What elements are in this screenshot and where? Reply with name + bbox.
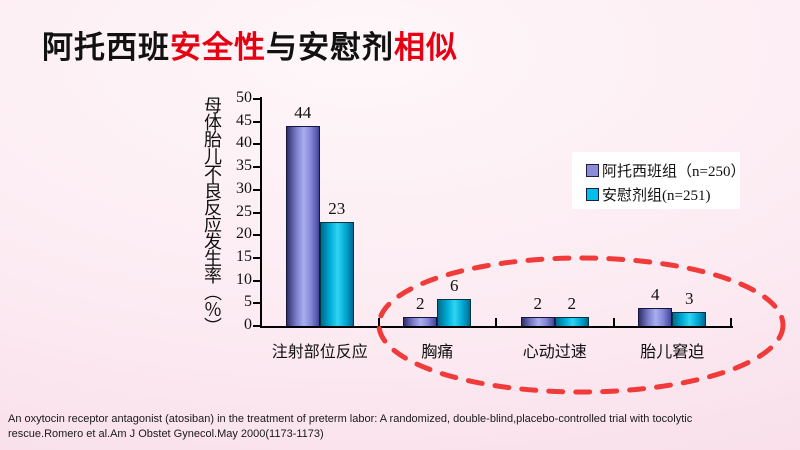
bar-安慰剂组(n=251)-胎儿窘迫 [672, 312, 707, 326]
bar-安慰剂组(n=251)-胸痛 [437, 298, 472, 326]
y-axis-tick [253, 143, 260, 146]
bar-安慰剂组(n=251)-心动过速 [554, 316, 589, 326]
y-tick-label: 50 [236, 89, 252, 106]
bar-安慰剂组(n=251)-注射部位反应 [319, 221, 354, 326]
value-label: 23 [328, 198, 346, 218]
y-tick-label: 25 [236, 202, 252, 220]
y-axis-tick [253, 120, 260, 123]
y-axis-tick [253, 188, 260, 191]
y-axis-line [260, 97, 262, 328]
legend-label-series0: 阿托西班组（n=250） [602, 163, 740, 180]
legend-item: 安慰剂组(n=251) [586, 182, 740, 206]
y-axis-tick [253, 234, 260, 237]
y-axis-tick [253, 256, 260, 259]
title-part-0: 阿托西班 [42, 29, 170, 65]
bar-阿托西班组（n=250）-心动过速 [520, 316, 555, 326]
legend-label-series1: 安慰剂组(n=251) [602, 187, 711, 204]
title-part-1: 安全性 [170, 29, 266, 65]
citation-footer: An oxytocin receptor antagonist (atosiba… [8, 412, 792, 443]
y-tick-label: 10 [236, 270, 252, 288]
category-label: 注射部位反应 [271, 344, 368, 361]
legend-swatch-series1 [586, 187, 599, 201]
y-axis-tick [253, 98, 260, 100]
y-tick-label: 35 [236, 157, 252, 175]
slide-title: 阿托西班安全性与安慰剂相似 [42, 29, 458, 65]
bar-阿托西班组（n=250）-胸痛 [403, 316, 438, 326]
y-axis-tick [253, 279, 260, 282]
y-tick-label: 5 [244, 293, 252, 311]
y-axis-title: 母体胎儿不良反应发生率（％） [202, 96, 222, 334]
x-axis-tick [730, 318, 732, 326]
value-label: 3 [685, 289, 694, 309]
legend-item: 阿托西班组（n=250） [586, 158, 740, 182]
y-tick-label: 45 [236, 111, 252, 129]
legend-swatch-series0 [586, 163, 599, 177]
title-part-3: 相似 [394, 29, 458, 65]
x-axis-tick [495, 318, 497, 326]
y-tick-label: 30 [236, 179, 252, 197]
y-axis-tick [253, 211, 260, 214]
y-axis-tick [253, 302, 260, 305]
x-axis-line [260, 326, 733, 328]
y-tick-label: 0 [244, 316, 252, 333]
y-tick-label: 20 [236, 225, 252, 243]
category-label: 胎儿窘迫 [640, 344, 705, 361]
y-tick-label: 40 [236, 134, 252, 152]
y-axis-tick [253, 166, 260, 169]
title-part-2: 与安慰剂 [266, 29, 394, 65]
x-axis-tick [612, 318, 615, 326]
value-label: 6 [450, 275, 459, 295]
y-axis-tick [253, 325, 260, 327]
x-axis-tick [377, 318, 380, 326]
value-label: 44 [294, 103, 312, 123]
bar-阿托西班组（n=250）-注射部位反应 [285, 126, 320, 326]
citation-line-2: rescue.Romero et al.Am J Obstet Gynecol.… [8, 428, 324, 441]
citation-line-1: An oxytocin receptor antagonist (atosiba… [8, 413, 693, 425]
value-label: 2 [567, 293, 577, 313]
bar-阿托西班组（n=250）-胎儿窘迫 [638, 307, 673, 326]
y-tick-label: 15 [236, 247, 252, 265]
chart-legend: 阿托西班组（n=250） 安慰剂组(n=251) [572, 152, 740, 209]
